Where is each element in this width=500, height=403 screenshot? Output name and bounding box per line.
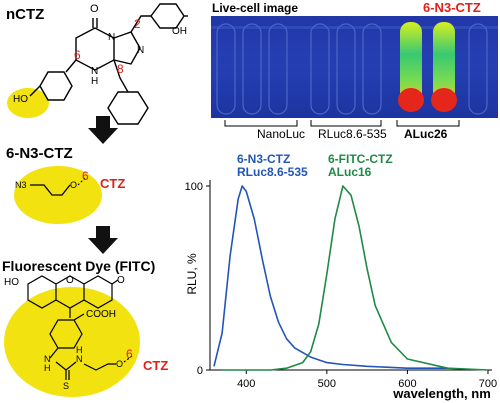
series-line-0 — [213, 185, 448, 369]
label-rluc: RLuc8.6-535 — [318, 127, 387, 141]
n3-ctz-label: CTZ — [100, 176, 126, 191]
fitc-h-left: H — [44, 363, 51, 373]
spectrum-chart: 400 500 600 700 0 100 RLU, % wavelength, nm — [185, 180, 497, 401]
scheme-panel: nCTZ O N N N H OH HO 2 6 8 6-N3-CTZ — [0, 0, 190, 403]
live-cell-tag: 6-N3-CTZ — [423, 0, 481, 15]
atom-n-h: N — [91, 66, 99, 77]
fitc-h-right: H — [76, 345, 83, 355]
atom-n-a: N — [108, 32, 116, 43]
label-aluc26: ALuc26 — [404, 127, 448, 141]
n3-ctz-structure — [14, 166, 102, 224]
atom-o-carbonyl: O — [90, 3, 99, 15]
arrow-down-2 — [88, 226, 118, 254]
x-tick-label: 500 — [318, 378, 336, 390]
nctz-title: nCTZ — [6, 6, 45, 23]
n3-group-label: N3 — [15, 180, 27, 190]
fitc-position-6: 6 — [126, 347, 133, 361]
y-tick-label: 0 — [197, 365, 203, 377]
fitc-s-label: S — [63, 381, 70, 391]
fitc-n-left: N — [44, 354, 51, 364]
live-cell-title: Live-cell image — [212, 1, 299, 15]
plate-wells — [211, 22, 498, 115]
series-line-1 — [222, 185, 489, 371]
x-axis-label: wavelength, nm — [392, 386, 491, 401]
legend-green-line1: 6-FITC-CTZ — [328, 152, 393, 166]
x-tick-label: 400 — [237, 378, 255, 390]
atom-oh-right: OH — [172, 26, 187, 37]
ring-number-8: 8 — [117, 62, 124, 76]
fitc-ho-label: HO — [4, 277, 19, 288]
label-nanoluc: NanoLuc — [257, 127, 306, 141]
n3-oxygen-label: O — [70, 180, 78, 190]
y-tick-label: 100 — [185, 181, 203, 193]
y-axis-label: RLU, % — [185, 253, 199, 295]
fitc-highlight-ellipse — [4, 287, 140, 397]
fitc-o-end: O — [116, 359, 124, 369]
nctz-highlight-ellipse — [7, 88, 49, 118]
legend-blue-line1: 6-N3-CTZ — [237, 152, 291, 166]
ring-number-2: 2 — [134, 17, 141, 31]
live-cell-image — [211, 16, 498, 118]
fitc-o-right: O — [117, 275, 125, 286]
x-tick-label: 700 — [479, 378, 497, 390]
fitc-n-right: N — [76, 354, 83, 364]
n3-ctz-title: 6-N3-CTZ — [6, 145, 73, 162]
n3-position-6: 6 — [82, 169, 89, 183]
nctz-structure — [7, 3, 188, 125]
x-tick-label: 600 — [398, 378, 416, 390]
atom-h: H — [91, 76, 99, 87]
dye-title: Fluorescent Dye (FITC) — [2, 258, 156, 274]
plot-area: 400 500 600 700 0 100 — [185, 180, 497, 390]
ring-number-6: 6 — [74, 48, 81, 62]
atom-ho-left: HO — [13, 94, 28, 105]
arrow-down-1 — [88, 116, 118, 144]
fitc-o-mid: O — [66, 275, 74, 286]
legend-green-line2: ALuc16 — [328, 165, 372, 179]
fitc-structure — [4, 275, 140, 397]
legend-blue-line2: RLuc8.6-535 — [237, 165, 308, 179]
fitc-ctz-label: CTZ — [143, 358, 169, 373]
atom-n-b: N — [137, 45, 145, 56]
fitc-cooh-label: COOH — [86, 309, 116, 320]
aluc26-wells — [398, 22, 488, 115]
image-brackets — [224, 120, 460, 127]
